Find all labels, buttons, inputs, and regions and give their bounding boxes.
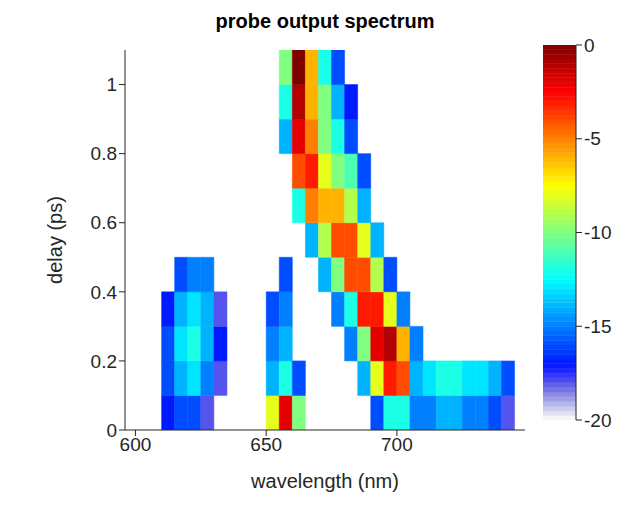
svg-text:0.2: 0.2 [91, 351, 117, 372]
svg-text:-10: -10 [584, 222, 611, 243]
svg-text:0: 0 [106, 420, 117, 441]
svg-text:-5: -5 [584, 128, 601, 149]
html-text:probe output spectrum: probe output spectrum [215, 10, 435, 32]
svg-text:-15: -15 [584, 316, 611, 337]
svg-text:1: 1 [106, 74, 117, 95]
svg-text:700: 700 [381, 434, 413, 455]
svg-text:-20: -20 [584, 410, 611, 431]
svg-text:0.6: 0.6 [91, 212, 117, 233]
svg-text:delay (ps): delay (ps) [44, 196, 66, 284]
svg-text:0: 0 [584, 35, 595, 56]
svg-text:650: 650 [250, 434, 282, 455]
svg-text:0.8: 0.8 [91, 143, 117, 164]
svg-text:600: 600 [120, 434, 152, 455]
svg-text:wavelength (nm): wavelength (nm) [250, 470, 399, 492]
svg-text:0.4: 0.4 [91, 282, 118, 303]
